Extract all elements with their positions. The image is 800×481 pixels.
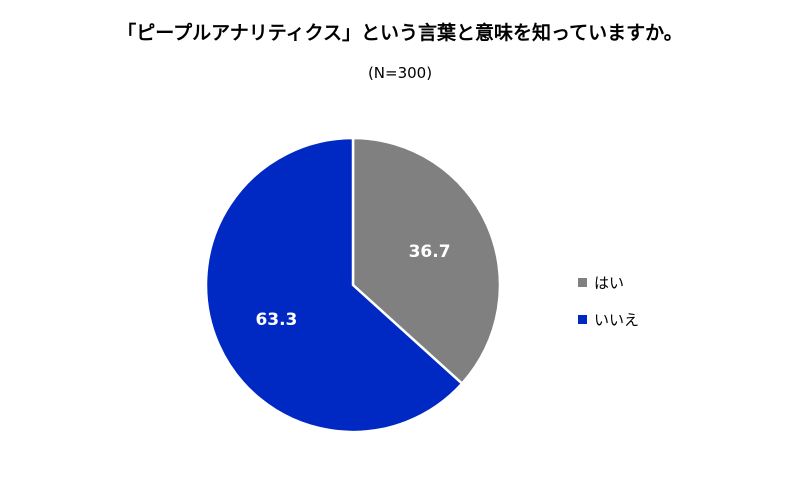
data-label-no: 63.3: [255, 310, 297, 330]
pie-slice-no: [204, 136, 464, 434]
legend-item-no: いいえ: [578, 309, 639, 329]
legend-swatch-yes: [578, 277, 587, 287]
legend-label-yes: はい: [594, 273, 625, 292]
pie-slice-yes: [351, 136, 502, 386]
chart-title: 「ピープルアナリティクス」という言葉と意味を知っていますか。: [117, 22, 683, 44]
legend-label-no: いいえ: [594, 310, 640, 329]
data-label-yes: 36.7: [409, 242, 451, 262]
legend-item-yes: はい: [578, 272, 639, 292]
legend-swatch-no: [578, 314, 587, 324]
legend: はい いいえ: [578, 272, 639, 346]
chart-subtitle: (N=300): [367, 64, 433, 82]
